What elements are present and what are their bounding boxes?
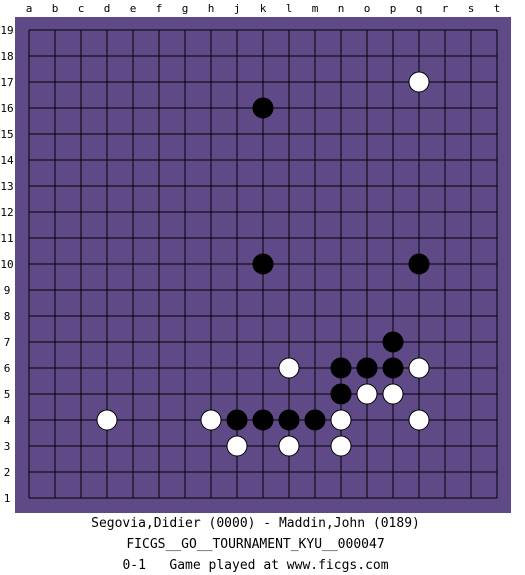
event-name: FICGS__GO__TOURNAMENT_KYU__000047 — [126, 537, 385, 552]
white-stone-n3 — [330, 435, 352, 457]
column-label-e: e — [130, 2, 137, 15]
black-stone-k16 — [252, 97, 274, 119]
black-stone-k4 — [252, 409, 274, 431]
row-label-4: 4 — [4, 414, 11, 427]
black-stone-o6 — [356, 357, 378, 379]
column-label-m: m — [312, 2, 319, 15]
column-label-h: h — [208, 2, 215, 15]
white-stone-q6 — [408, 357, 430, 379]
column-label-b: b — [52, 2, 59, 15]
white-stone-d4 — [96, 409, 118, 431]
black-stone-m4 — [304, 409, 326, 431]
row-label-3: 3 — [4, 440, 11, 453]
row-label-16: 16 — [0, 102, 13, 115]
white-stone-j3 — [226, 435, 248, 457]
black-stone-n6 — [330, 357, 352, 379]
row-label-13: 13 — [0, 180, 13, 193]
column-label-p: p — [390, 2, 397, 15]
white-stone-l3 — [278, 435, 300, 457]
column-label-f: f — [156, 2, 163, 15]
column-label-n: n — [338, 2, 345, 15]
row-label-15: 15 — [0, 128, 13, 141]
row-label-10: 10 — [0, 258, 13, 271]
black-stone-p6 — [382, 357, 404, 379]
column-label-t: t — [494, 2, 501, 15]
column-label-d: d — [104, 2, 111, 15]
result-line: 0-1 Game played at www.ficgs.com — [122, 558, 389, 573]
row-label-11: 11 — [0, 232, 13, 245]
column-label-k: k — [260, 2, 267, 15]
white-stone-q4 — [408, 409, 430, 431]
row-label-8: 8 — [4, 310, 11, 323]
black-stone-p7 — [382, 331, 404, 353]
row-label-19: 19 — [0, 24, 13, 37]
column-label-c: c — [78, 2, 85, 15]
row-label-6: 6 — [4, 362, 11, 375]
column-label-r: r — [442, 2, 449, 15]
black-stone-n5 — [330, 383, 352, 405]
row-labels: 19 18 17 16 15 14 13 12 11 10 9 8 7 6 5 4 3 2 1 — [0, 24, 14, 505]
column-label-g: g — [182, 2, 189, 15]
players-line: Segovia,Didier (0000) - Maddin,John (018… — [91, 516, 420, 531]
column-label-q: q — [416, 2, 423, 15]
row-label-5: 5 — [4, 388, 11, 401]
column-label-l: l — [286, 2, 293, 15]
white-stone-h4 — [200, 409, 222, 431]
white-stone-n4 — [330, 409, 352, 431]
row-label-9: 9 — [4, 284, 11, 297]
row-label-2: 2 — [4, 466, 11, 479]
row-label-12: 12 — [0, 206, 13, 219]
black-stone-j4 — [226, 409, 248, 431]
column-label-s: s — [468, 2, 475, 15]
column-label-a: a — [26, 2, 33, 15]
white-stone-o5 — [356, 383, 378, 405]
row-label-18: 18 — [0, 50, 13, 63]
white-stone-p5 — [382, 383, 404, 405]
row-label-1: 1 — [4, 492, 11, 505]
black-stone-l4 — [278, 409, 300, 431]
white-stone-q17 — [408, 71, 430, 93]
column-label-o: o — [364, 2, 371, 15]
row-label-17: 17 — [0, 76, 13, 89]
black-stone-k10 — [252, 253, 274, 275]
row-label-7: 7 — [4, 336, 11, 349]
row-label-14: 14 — [0, 154, 14, 167]
stones-layer — [96, 71, 430, 457]
column-label-j: j — [234, 2, 241, 15]
white-stone-l6 — [278, 357, 300, 379]
black-stone-q10 — [408, 253, 430, 275]
